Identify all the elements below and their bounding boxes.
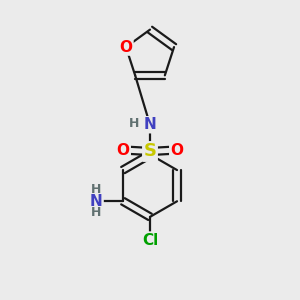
Text: O: O (119, 40, 133, 55)
Text: H: H (128, 117, 139, 130)
Text: O: O (170, 142, 183, 158)
Text: N: N (90, 194, 103, 209)
Text: Cl: Cl (142, 232, 158, 247)
Text: S: S (143, 142, 157, 160)
Text: O: O (117, 142, 130, 158)
Text: N: N (144, 117, 156, 132)
Text: H: H (90, 184, 101, 196)
Text: H: H (90, 206, 101, 219)
